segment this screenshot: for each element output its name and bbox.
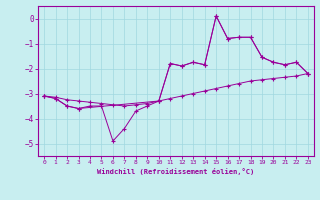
X-axis label: Windchill (Refroidissement éolien,°C): Windchill (Refroidissement éolien,°C) <box>97 168 255 175</box>
